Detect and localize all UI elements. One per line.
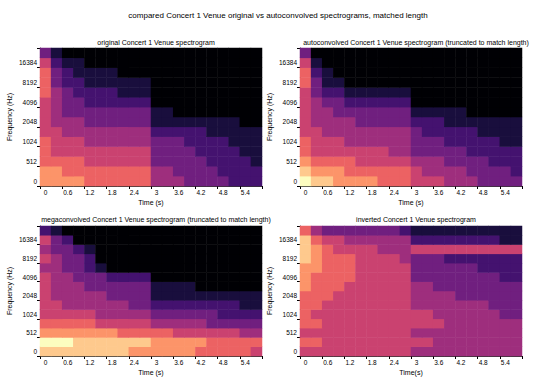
svg-text:2.4: 2.4	[390, 189, 399, 196]
svg-text:16384: 16384	[279, 236, 297, 243]
svg-text:2.4: 2.4	[390, 359, 399, 366]
svg-text:0: 0	[293, 178, 297, 185]
svg-text:4.8: 4.8	[219, 359, 228, 366]
svg-text:3.6: 3.6	[434, 189, 443, 196]
svg-text:4.2: 4.2	[456, 359, 465, 366]
svg-text:Frequency (Hz): Frequency (Hz)	[6, 93, 14, 141]
svg-text:autoconvolved Concert 1 Venue: autoconvolved Concert 1 Venue spectrogra…	[303, 39, 529, 47]
svg-text:4.2: 4.2	[456, 189, 465, 196]
svg-text:0: 0	[44, 189, 48, 196]
svg-text:Time (s): Time (s)	[138, 199, 163, 207]
svg-text:0: 0	[304, 359, 308, 366]
svg-text:4096: 4096	[23, 99, 38, 106]
svg-text:2048: 2048	[283, 118, 298, 125]
svg-text:1.2: 1.2	[345, 189, 354, 196]
svg-text:Time(s): Time(s)	[399, 369, 422, 377]
svg-text:4.8: 4.8	[479, 189, 488, 196]
svg-text:8192: 8192	[23, 255, 38, 262]
svg-text:0: 0	[33, 348, 37, 355]
svg-text:0: 0	[304, 189, 308, 196]
svg-text:compared Concert 1 Venue origi: compared Concert 1 Venue original vs aut…	[128, 11, 427, 20]
svg-text:0: 0	[44, 359, 48, 366]
svg-text:Frequency (Hz): Frequency (Hz)	[266, 267, 274, 315]
svg-text:2.4: 2.4	[130, 189, 139, 196]
svg-text:1.2: 1.2	[345, 359, 354, 366]
svg-text:4096: 4096	[283, 99, 298, 106]
svg-text:16384: 16384	[19, 236, 37, 243]
svg-text:1024: 1024	[283, 138, 298, 145]
svg-text:Time (s): Time (s)	[138, 369, 163, 377]
svg-text:512: 512	[286, 329, 297, 336]
svg-text:3: 3	[155, 189, 159, 196]
svg-text:1.8: 1.8	[368, 359, 377, 366]
svg-text:0: 0	[33, 178, 37, 185]
svg-text:1024: 1024	[283, 311, 298, 318]
svg-text:4096: 4096	[283, 274, 298, 281]
svg-text:0.6: 0.6	[323, 189, 332, 196]
svg-text:Frequency (Hz): Frequency (Hz)	[266, 93, 274, 141]
svg-text:Frequency (Hz): Frequency (Hz)	[6, 267, 14, 315]
svg-text:8192: 8192	[283, 79, 298, 86]
svg-text:Time (s): Time (s)	[398, 199, 423, 207]
svg-text:3.6: 3.6	[174, 189, 183, 196]
svg-text:0.6: 0.6	[63, 359, 72, 366]
svg-text:1.8: 1.8	[108, 359, 117, 366]
svg-text:8192: 8192	[23, 79, 38, 86]
svg-text:3.6: 3.6	[434, 359, 443, 366]
svg-text:0.6: 0.6	[323, 359, 332, 366]
svg-text:0.6: 0.6	[63, 189, 72, 196]
svg-text:4.2: 4.2	[196, 359, 205, 366]
svg-text:3.6: 3.6	[174, 359, 183, 366]
svg-text:512: 512	[286, 158, 297, 165]
svg-text:2048: 2048	[23, 292, 38, 299]
svg-text:5.4: 5.4	[501, 189, 510, 196]
svg-text:512: 512	[26, 158, 37, 165]
svg-text:4.8: 4.8	[479, 359, 488, 366]
svg-text:0: 0	[293, 348, 297, 355]
svg-text:2.4: 2.4	[130, 359, 139, 366]
svg-text:1.8: 1.8	[108, 189, 117, 196]
svg-text:5.4: 5.4	[241, 359, 250, 366]
svg-text:16384: 16384	[19, 59, 37, 66]
svg-text:4096: 4096	[23, 274, 38, 281]
svg-text:2048: 2048	[283, 292, 298, 299]
svg-text:1.2: 1.2	[85, 189, 94, 196]
svg-text:16384: 16384	[279, 59, 297, 66]
svg-text:1024: 1024	[23, 311, 38, 318]
svg-text:1024: 1024	[23, 138, 38, 145]
svg-text:3: 3	[415, 189, 419, 196]
svg-text:5.4: 5.4	[241, 189, 250, 196]
svg-text:3: 3	[415, 359, 419, 366]
svg-text:3: 3	[155, 359, 159, 366]
svg-text:512: 512	[26, 329, 37, 336]
svg-text:2048: 2048	[23, 118, 38, 125]
svg-text:5.4: 5.4	[501, 359, 510, 366]
svg-text:megaconvolved Concert 1 Venue: megaconvolved Concert 1 Venue spectrogra…	[41, 216, 271, 224]
svg-text:4.8: 4.8	[219, 189, 228, 196]
svg-text:8192: 8192	[283, 255, 298, 262]
svg-text:original Concert 1 Venue spect: original Concert 1 Venue spectrogram	[97, 39, 215, 47]
svg-text:4.2: 4.2	[196, 189, 205, 196]
svg-text:1.2: 1.2	[85, 359, 94, 366]
svg-text:inverted Concert 1 Venue spect: inverted Concert 1 Venue spectrogram	[356, 216, 476, 224]
svg-text:1.8: 1.8	[368, 189, 377, 196]
